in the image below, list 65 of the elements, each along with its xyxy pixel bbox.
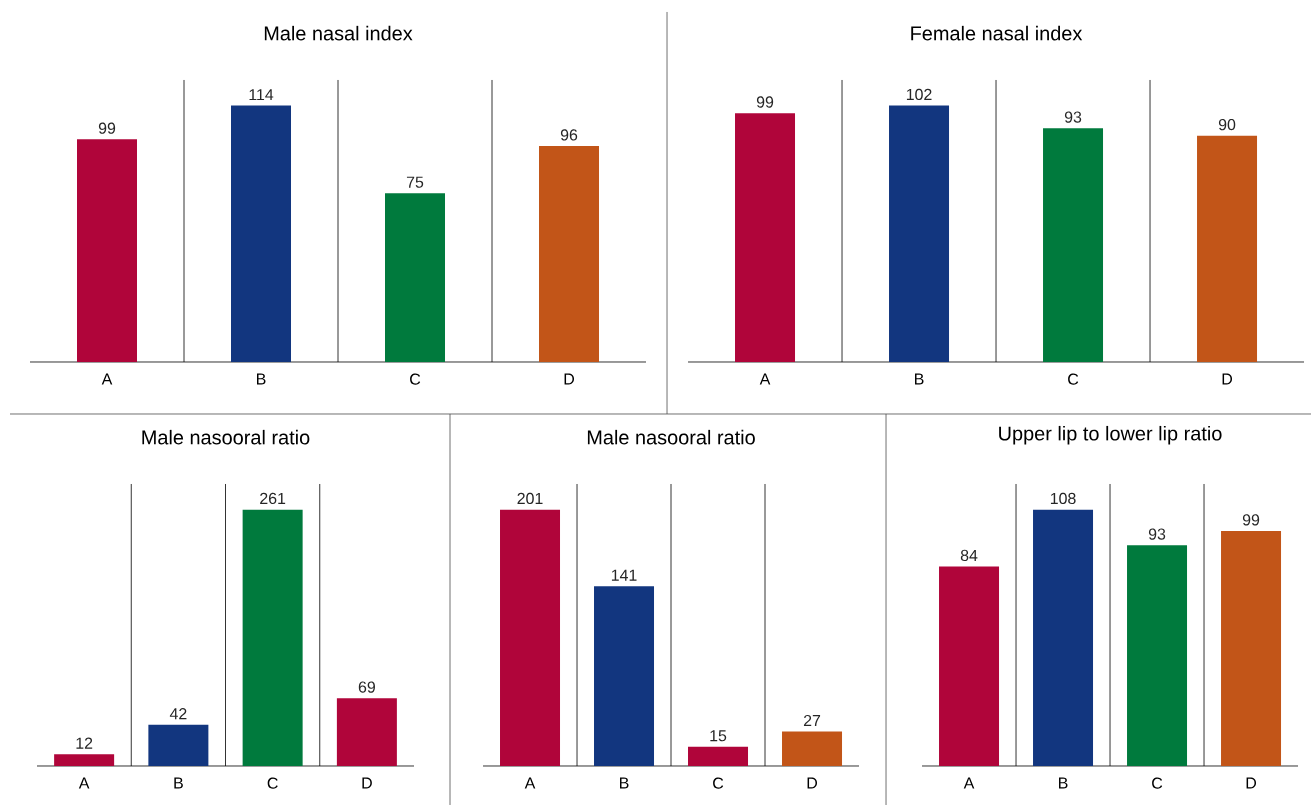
data-label: 93 bbox=[1064, 111, 1082, 123]
x-tick-label: A bbox=[963, 777, 975, 789]
x-tick-label: A bbox=[759, 373, 771, 385]
data-label: 261 bbox=[260, 492, 286, 505]
bar bbox=[1197, 135, 1258, 362]
data-label: 90 bbox=[1218, 118, 1236, 131]
data-label: 99 bbox=[98, 122, 116, 134]
data-label: 84 bbox=[960, 549, 978, 562]
data-label: 114 bbox=[249, 89, 274, 101]
data-label: 27 bbox=[803, 714, 821, 727]
chart-title: Male nasooral ratio bbox=[587, 429, 755, 445]
data-label: 75 bbox=[406, 176, 424, 188]
x-tick-label: B bbox=[1059, 777, 1068, 789]
x-tick-label: D bbox=[1222, 373, 1233, 385]
data-label: 99 bbox=[1242, 514, 1260, 526]
x-tick-label: A bbox=[78, 777, 90, 789]
x-tick-label: A bbox=[101, 373, 113, 385]
bar bbox=[688, 746, 749, 766]
bar bbox=[1043, 128, 1104, 362]
x-tick-label: D bbox=[1246, 777, 1257, 789]
data-label: 93 bbox=[1148, 528, 1166, 540]
chart-title: Upper lip to lower lip ratio bbox=[999, 425, 1222, 445]
data-label: 141 bbox=[611, 569, 637, 581]
bar bbox=[242, 509, 303, 766]
bar bbox=[594, 586, 655, 766]
bar bbox=[500, 509, 561, 766]
bar bbox=[735, 113, 796, 362]
bar bbox=[539, 146, 600, 362]
x-tick-label: A bbox=[524, 777, 536, 789]
data-label: 15 bbox=[710, 730, 727, 742]
data-label: 108 bbox=[1050, 492, 1076, 505]
bar bbox=[1033, 509, 1094, 766]
data-label: 42 bbox=[169, 708, 187, 720]
bar bbox=[77, 139, 137, 362]
data-label: 201 bbox=[517, 492, 543, 505]
bar bbox=[385, 193, 446, 362]
x-tick-label: D bbox=[564, 373, 574, 385]
bar bbox=[889, 105, 950, 362]
bar bbox=[939, 566, 1000, 766]
x-tick-label: B bbox=[620, 777, 629, 789]
x-tick-label: C bbox=[410, 373, 421, 385]
chart-title: Female nasal index bbox=[911, 25, 1083, 41]
bar bbox=[1127, 545, 1188, 766]
data-label: 99 bbox=[756, 96, 774, 108]
x-tick-label: B bbox=[257, 373, 266, 385]
chart-title: Male nasooral ratio bbox=[142, 429, 310, 445]
x-tick-label: C bbox=[1068, 373, 1079, 385]
x-tick-label: D bbox=[362, 777, 372, 789]
bar bbox=[54, 754, 115, 766]
chart-title: Male nasal index bbox=[264, 25, 413, 41]
x-tick-label: C bbox=[713, 777, 724, 789]
x-tick-label: D bbox=[807, 777, 818, 789]
x-tick-label: B bbox=[915, 373, 924, 385]
bar bbox=[782, 731, 843, 766]
data-label: 12 bbox=[76, 737, 93, 749]
bar bbox=[336, 698, 397, 766]
x-tick-label: B bbox=[174, 777, 183, 789]
x-tick-label: C bbox=[267, 777, 278, 789]
bar bbox=[148, 724, 209, 766]
data-label: 69 bbox=[358, 681, 375, 693]
data-label: 96 bbox=[560, 129, 578, 141]
bar bbox=[1221, 530, 1282, 766]
data-label: 102 bbox=[906, 88, 932, 101]
bar bbox=[231, 105, 292, 362]
x-tick-label: C bbox=[1152, 777, 1163, 789]
